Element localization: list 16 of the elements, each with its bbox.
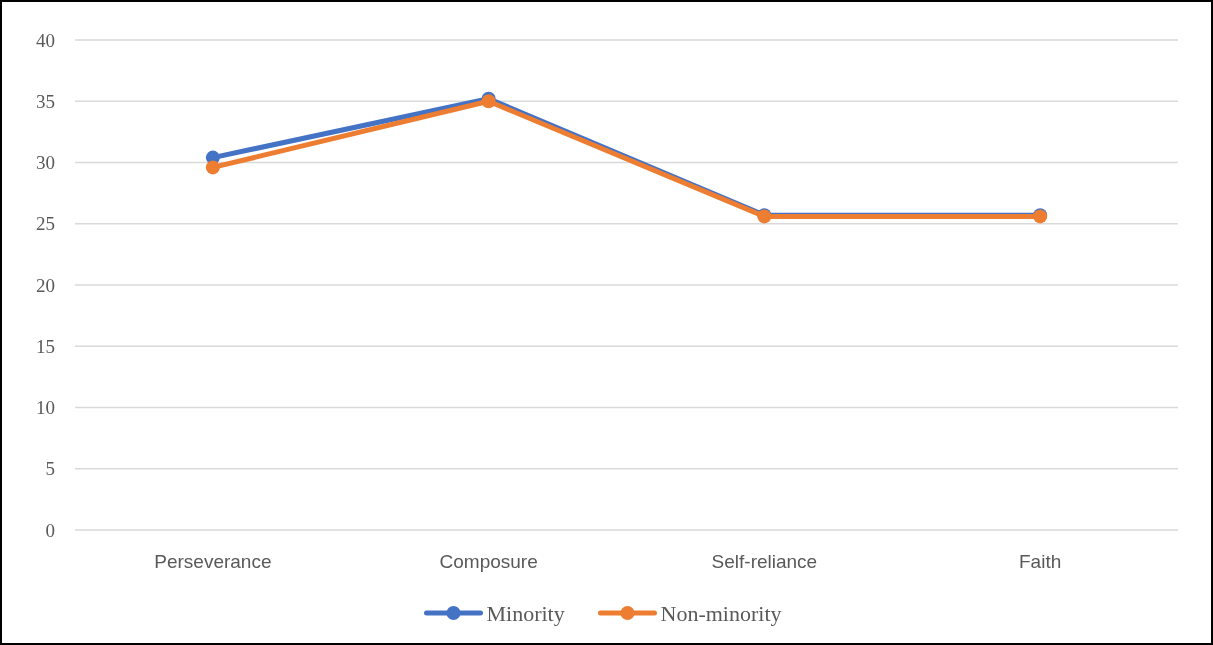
y-tick-label: 15	[36, 335, 55, 357]
point	[205, 160, 220, 175]
y-tick-label: 25	[36, 213, 55, 235]
x-tick-label: Faith	[1019, 551, 1062, 572]
x-tick-label: Composure	[439, 551, 538, 572]
y-tick-label: 35	[36, 90, 55, 112]
y-tick-label: 40	[36, 29, 55, 51]
legend-label: Minority	[486, 600, 565, 626]
legend-label: Non-minority	[660, 600, 782, 626]
y-tick-label: 30	[36, 152, 55, 174]
x-tick-label: Self-reliance	[711, 551, 818, 572]
y-tick-label: 10	[36, 397, 55, 419]
y-tick-label: 0	[45, 519, 55, 541]
y-tick-label: 20	[36, 274, 55, 296]
y-tick-label: 5	[45, 458, 55, 480]
x-tick-label: Perseverance	[154, 551, 272, 572]
